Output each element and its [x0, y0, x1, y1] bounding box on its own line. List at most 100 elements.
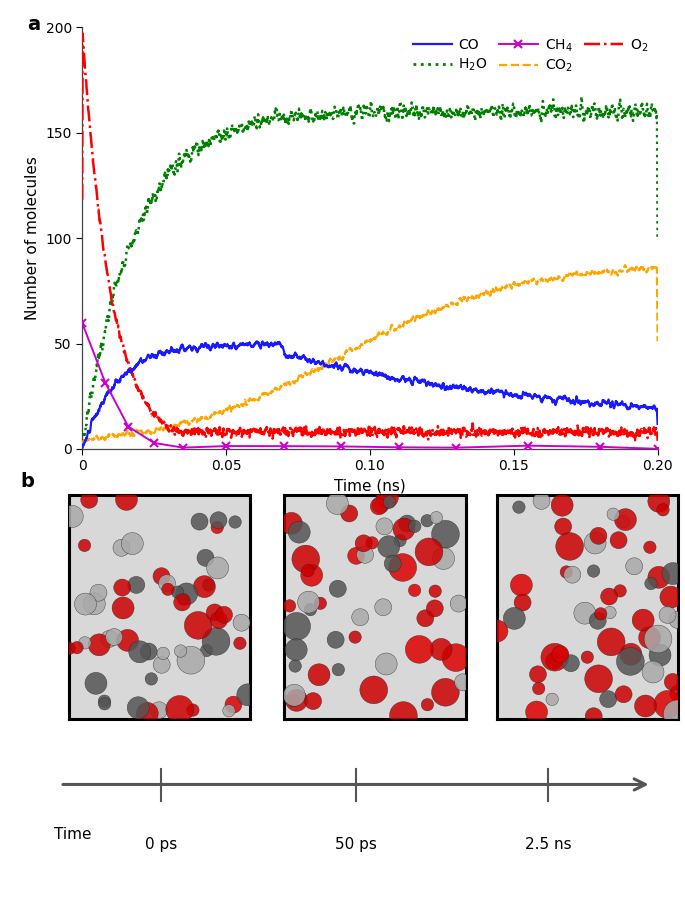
Point — [90, 676, 101, 691]
Point — [175, 644, 186, 659]
Point — [375, 497, 386, 512]
Point — [613, 533, 624, 548]
Point — [618, 687, 629, 702]
Point — [181, 586, 192, 601]
Point — [314, 668, 325, 682]
Point — [79, 538, 90, 552]
Point — [172, 584, 183, 599]
Point — [99, 693, 110, 708]
Text: 50 ps: 50 ps — [335, 836, 377, 852]
Point — [429, 583, 440, 598]
Point — [593, 671, 604, 686]
Point — [604, 605, 615, 620]
Point — [234, 636, 245, 650]
Point — [80, 596, 91, 611]
Point — [379, 519, 390, 534]
Point — [291, 693, 302, 708]
Point — [588, 709, 599, 724]
Point — [133, 701, 144, 715]
Point — [178, 592, 189, 606]
Point — [214, 613, 225, 627]
Point — [672, 706, 683, 721]
Point — [344, 507, 355, 521]
Point — [351, 549, 362, 563]
Point — [289, 688, 300, 703]
Point — [199, 579, 210, 594]
Text: 2.5 ns: 2.5 ns — [525, 836, 571, 852]
Point — [638, 613, 649, 627]
Point — [662, 607, 673, 622]
Point — [93, 585, 104, 600]
Point — [332, 496, 342, 511]
Point — [429, 601, 440, 616]
Point — [369, 682, 379, 697]
Point — [422, 513, 433, 528]
Point — [381, 657, 392, 671]
Point — [509, 611, 520, 626]
Point — [210, 634, 221, 649]
Point — [608, 507, 619, 521]
Point — [438, 551, 449, 566]
Point — [603, 692, 614, 706]
Point — [118, 601, 129, 616]
Point — [134, 645, 145, 660]
Point — [458, 675, 469, 690]
Legend: CO, H$_2$O, CH$_4$, CO$_2$, O$_2$: CO, H$_2$O, CH$_4$, CO$_2$, O$_2$ — [410, 35, 651, 77]
Point — [582, 649, 593, 664]
Point — [453, 596, 464, 611]
Y-axis label: Number of molecules: Number of molecules — [25, 157, 40, 320]
Point — [384, 540, 395, 554]
Point — [194, 514, 205, 529]
Point — [66, 509, 77, 524]
Point — [672, 613, 683, 627]
Point — [423, 544, 434, 559]
Point — [420, 611, 431, 626]
Point — [590, 536, 601, 551]
Point — [514, 500, 525, 515]
Point — [399, 522, 410, 537]
Point — [332, 582, 343, 596]
Point — [653, 494, 664, 508]
Point — [306, 568, 317, 583]
Point — [614, 583, 625, 598]
Point — [104, 631, 115, 646]
Point — [451, 650, 462, 665]
Point — [532, 667, 543, 682]
Point — [565, 656, 576, 671]
Point — [177, 595, 188, 610]
Point — [373, 499, 384, 514]
Point — [349, 630, 360, 645]
Point — [355, 610, 366, 625]
Point — [223, 703, 234, 718]
Point — [436, 642, 447, 657]
Point — [142, 706, 153, 721]
Point — [440, 685, 451, 700]
Point — [593, 529, 604, 543]
Point — [593, 614, 603, 628]
Point — [533, 682, 544, 696]
Point — [618, 515, 629, 529]
Point — [213, 513, 224, 528]
Point — [620, 512, 631, 527]
Point — [555, 647, 566, 661]
Text: b: b — [21, 472, 34, 491]
Point — [667, 566, 678, 581]
Point — [377, 600, 388, 615]
Point — [422, 697, 433, 712]
Point — [308, 693, 319, 708]
Point — [212, 561, 223, 575]
Point — [303, 594, 314, 609]
Point — [162, 582, 173, 596]
Text: Time: Time — [54, 827, 92, 842]
Point — [79, 636, 90, 650]
Point — [109, 629, 120, 644]
Point — [640, 699, 651, 714]
Point — [658, 503, 669, 518]
Point — [116, 580, 127, 594]
Point — [228, 697, 239, 712]
Point — [673, 686, 684, 701]
Point — [229, 515, 240, 529]
Point — [398, 708, 409, 723]
Point — [192, 618, 203, 633]
Point — [566, 567, 577, 582]
